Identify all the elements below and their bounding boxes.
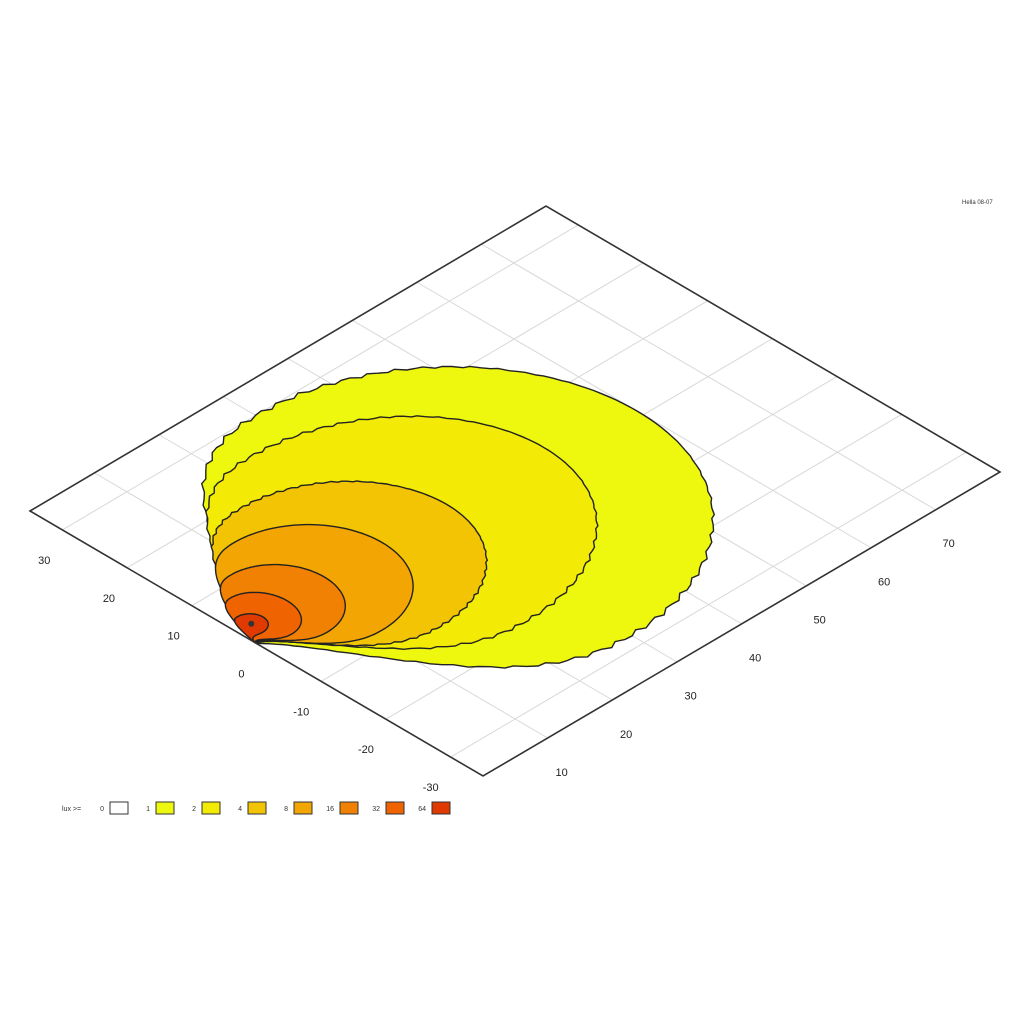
right-tick-label: 20 [620, 729, 632, 741]
source-marker [248, 620, 255, 627]
legend-swatch [109, 801, 129, 815]
legend-entry-label: 32 [372, 806, 380, 813]
contour-regions [200, 365, 716, 669]
left-tick-label: 20 [103, 593, 115, 605]
legend: lux >= 0 1 2 4 8 16 32 64 [62, 801, 451, 815]
legend-entry-label: 1 [146, 806, 150, 813]
right-axis-ticks: 10 20 30 40 50 60 70 [556, 538, 955, 779]
legend-label: lux >= [62, 806, 81, 813]
legend-swatch [385, 801, 405, 815]
left-tick-label: 30 [38, 555, 50, 567]
legend-swatch [293, 801, 313, 815]
legend-entry-label: 4 [238, 806, 242, 813]
legend-entry-label: 64 [418, 806, 426, 813]
right-tick-label: 40 [749, 653, 761, 665]
legend-swatch [247, 801, 267, 815]
left-tick-label: -30 [423, 782, 439, 794]
right-tick-label: 50 [814, 614, 826, 626]
corner-label: Hella 08-07 [962, 200, 993, 206]
legend-swatch [155, 801, 175, 815]
left-tick-label: -20 [358, 744, 374, 756]
legend-entry-label: 0 [100, 806, 104, 813]
left-axis-ticks: 30 20 10 0 -10 -20 -30 [38, 555, 439, 794]
legend-entry-label: 2 [192, 806, 196, 813]
legend-entry-label: 16 [326, 806, 334, 813]
grid-line [62, 224, 579, 531]
grid-line [450, 451, 967, 758]
left-tick-label: -10 [293, 706, 309, 718]
legend-swatch [431, 801, 451, 815]
left-tick-label: 10 [168, 631, 180, 643]
right-tick-label: 30 [685, 691, 697, 703]
right-tick-label: 10 [556, 767, 568, 779]
legend-swatch [201, 801, 221, 815]
right-tick-label: 70 [943, 538, 955, 550]
plot-frame [28, 205, 1002, 777]
legend-swatch [339, 801, 359, 815]
left-tick-label: 0 [238, 669, 244, 681]
legend-entry-label: 8 [284, 806, 288, 813]
frame-outline [28, 205, 1002, 777]
right-tick-label: 60 [878, 576, 890, 588]
